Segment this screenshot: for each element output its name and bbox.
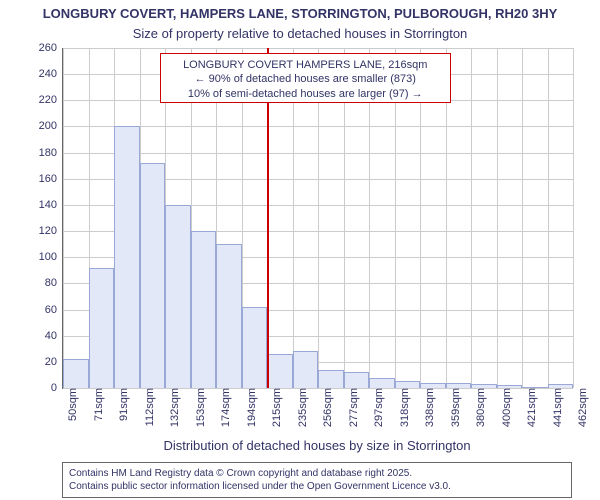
x-tick-label: 235sqm bbox=[293, 388, 309, 427]
y-tick-label: 0 bbox=[51, 382, 63, 394]
y-tick-label: 180 bbox=[39, 147, 63, 159]
y-tick-label: 200 bbox=[39, 120, 63, 132]
x-tick-label: 277sqm bbox=[344, 388, 360, 427]
histogram-chart: LONGBURY COVERT, HAMPERS LANE, STORRINGT… bbox=[0, 0, 600, 500]
attribution-footer: Contains HM Land Registry data © Crown c… bbox=[62, 462, 572, 498]
x-tick-label: 174sqm bbox=[216, 388, 232, 427]
grid-line-v bbox=[522, 48, 523, 388]
grid-line-v bbox=[548, 48, 549, 388]
x-tick-label: 318sqm bbox=[395, 388, 411, 427]
x-tick-label: 256sqm bbox=[318, 388, 334, 427]
histogram-bar bbox=[471, 384, 497, 388]
y-tick-label: 40 bbox=[45, 330, 63, 342]
y-tick-label: 120 bbox=[39, 225, 63, 237]
annotation-box: LONGBURY COVERT HAMPERS LANE, 216sqm← 90… bbox=[160, 53, 451, 103]
histogram-bar bbox=[318, 370, 344, 388]
histogram-bar bbox=[497, 385, 523, 388]
y-tick-label: 240 bbox=[39, 68, 63, 80]
x-tick-label: 400sqm bbox=[497, 388, 513, 427]
x-tick-label: 462sqm bbox=[573, 388, 589, 427]
x-tick-label: 380sqm bbox=[471, 388, 487, 427]
histogram-bar bbox=[114, 126, 140, 388]
annotation-line: ← 90% of detached houses are smaller (87… bbox=[165, 72, 446, 86]
x-tick-label: 297sqm bbox=[369, 388, 385, 427]
histogram-bar bbox=[191, 231, 217, 388]
histogram-bar bbox=[63, 359, 89, 388]
chart-subtitle: Size of property relative to detached ho… bbox=[0, 26, 600, 41]
histogram-bar bbox=[420, 383, 446, 388]
grid-line-v bbox=[471, 48, 472, 388]
grid-line-v bbox=[497, 48, 498, 388]
histogram-bar bbox=[522, 387, 548, 388]
chart-title: LONGBURY COVERT, HAMPERS LANE, STORRINGT… bbox=[0, 6, 600, 21]
y-tick-label: 220 bbox=[39, 94, 63, 106]
x-tick-label: 441sqm bbox=[548, 388, 564, 427]
histogram-bar bbox=[242, 307, 268, 388]
histogram-bar bbox=[395, 381, 421, 388]
histogram-bar bbox=[548, 384, 574, 388]
histogram-bar bbox=[344, 372, 370, 388]
grid-line-v bbox=[573, 48, 574, 388]
x-axis-label: Distribution of detached houses by size … bbox=[62, 438, 572, 453]
x-tick-label: 194sqm bbox=[242, 388, 258, 427]
histogram-bar bbox=[89, 268, 115, 388]
footer-line: Contains HM Land Registry data © Crown c… bbox=[69, 467, 565, 480]
x-tick-label: 338sqm bbox=[420, 388, 436, 427]
x-tick-label: 215sqm bbox=[267, 388, 283, 427]
x-tick-label: 71sqm bbox=[89, 388, 105, 421]
grid-line-v bbox=[63, 48, 64, 388]
plot-area: 02040608010012014016018020022024026050sq… bbox=[62, 48, 573, 389]
x-tick-label: 153sqm bbox=[191, 388, 207, 427]
annotation-line: LONGBURY COVERT HAMPERS LANE, 216sqm bbox=[165, 58, 446, 72]
x-tick-label: 421sqm bbox=[522, 388, 538, 427]
histogram-bar bbox=[165, 205, 191, 388]
y-tick-label: 80 bbox=[45, 277, 63, 289]
histogram-bar bbox=[216, 244, 242, 388]
y-tick-label: 140 bbox=[39, 199, 63, 211]
x-tick-label: 91sqm bbox=[114, 388, 130, 421]
histogram-bar bbox=[446, 383, 472, 388]
x-tick-label: 359sqm bbox=[446, 388, 462, 427]
histogram-bar bbox=[369, 378, 395, 388]
y-tick-label: 20 bbox=[45, 356, 63, 368]
histogram-bar bbox=[267, 354, 293, 388]
y-tick-label: 260 bbox=[39, 42, 63, 54]
histogram-bar bbox=[140, 163, 166, 388]
x-tick-label: 50sqm bbox=[63, 388, 79, 421]
histogram-bar bbox=[293, 351, 319, 388]
annotation-line: 10% of semi-detached houses are larger (… bbox=[165, 87, 446, 101]
y-tick-label: 60 bbox=[45, 304, 63, 316]
y-tick-label: 160 bbox=[39, 173, 63, 185]
footer-line: Contains public sector information licen… bbox=[69, 480, 565, 493]
x-tick-label: 112sqm bbox=[140, 388, 156, 426]
x-tick-label: 132sqm bbox=[165, 388, 181, 427]
y-tick-label: 100 bbox=[39, 251, 63, 263]
